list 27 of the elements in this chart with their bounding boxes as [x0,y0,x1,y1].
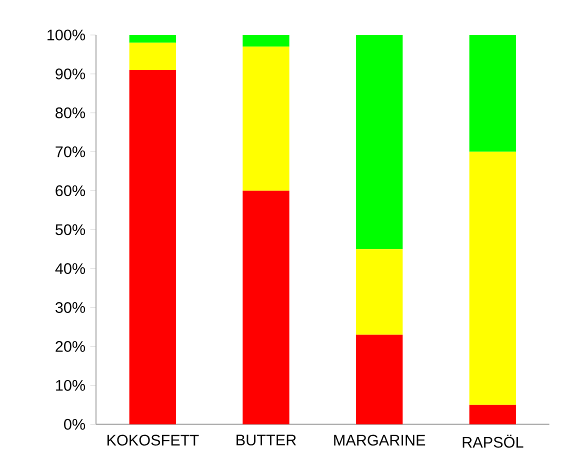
y-tick-label: 70% [56,146,86,158]
bar [356,249,403,335]
x-tick-label: RAPSÖL [462,434,524,448]
y-tick-label: 100% [48,30,86,40]
bar [469,34,516,152]
x-tick-label: MARGARINE [334,434,426,446]
bar [129,70,176,424]
bar [469,404,516,424]
y-tick-label: 80% [56,107,86,118]
y-tick-label: 0% [64,418,86,430]
bar [129,34,176,43]
x-tick-label: KOKOSFETT [107,434,199,446]
y-tick-label: 60% [56,185,86,196]
y-tick-label: 50% [56,224,86,236]
y-tick-label: 30% [55,302,86,313]
y-tick-label: 20% [56,341,86,352]
bar [242,46,290,191]
bar [469,152,516,405]
x-tick-label: BUTTER [236,434,296,446]
bar [356,34,403,250]
y-tick-label: 40% [55,263,86,274]
bar [129,42,176,70]
y-tick-label: 10% [56,380,86,391]
bar [242,190,290,424]
y-tick-label: 90% [56,68,86,80]
bar [356,334,403,424]
bar [242,34,290,47]
